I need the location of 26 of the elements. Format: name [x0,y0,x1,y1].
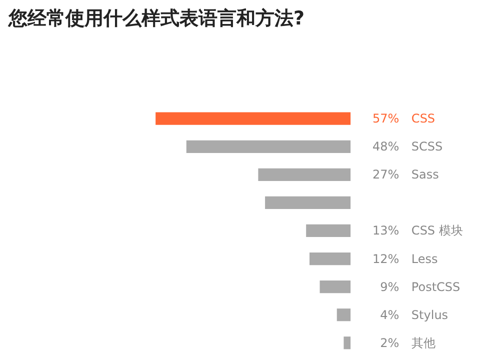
bar [265,196,351,210]
bar [344,336,351,350]
bar [320,280,351,294]
data-label: 9% [380,280,400,294]
data-label: 27% [372,168,400,182]
y-tick-label: CSS [411,112,436,126]
data-label: 12% [372,252,400,266]
data-label: 13% [372,224,400,238]
bar [156,112,351,125]
bar [258,168,351,181]
y-tick-label: Stylus [411,308,448,322]
y-tick-label: 其他 [411,336,436,350]
y-tick-label: Less [411,252,438,266]
bar [186,140,351,153]
data-label: 2% [380,336,400,350]
bar [310,252,351,266]
chart-title: 您经常使用什么样式表语言和方法? [8,8,305,30]
data-label: 4% [380,308,400,322]
data-label: 48% [372,140,400,154]
y-tick-label: PostCSS [411,280,460,294]
y-tick-label: CSS 模块 [411,224,463,238]
y-tick-label: Sass [411,168,439,182]
bar [336,308,351,322]
data-label: 57% [372,112,400,126]
y-tick-label: SCSS [411,140,443,154]
bar [306,224,351,238]
